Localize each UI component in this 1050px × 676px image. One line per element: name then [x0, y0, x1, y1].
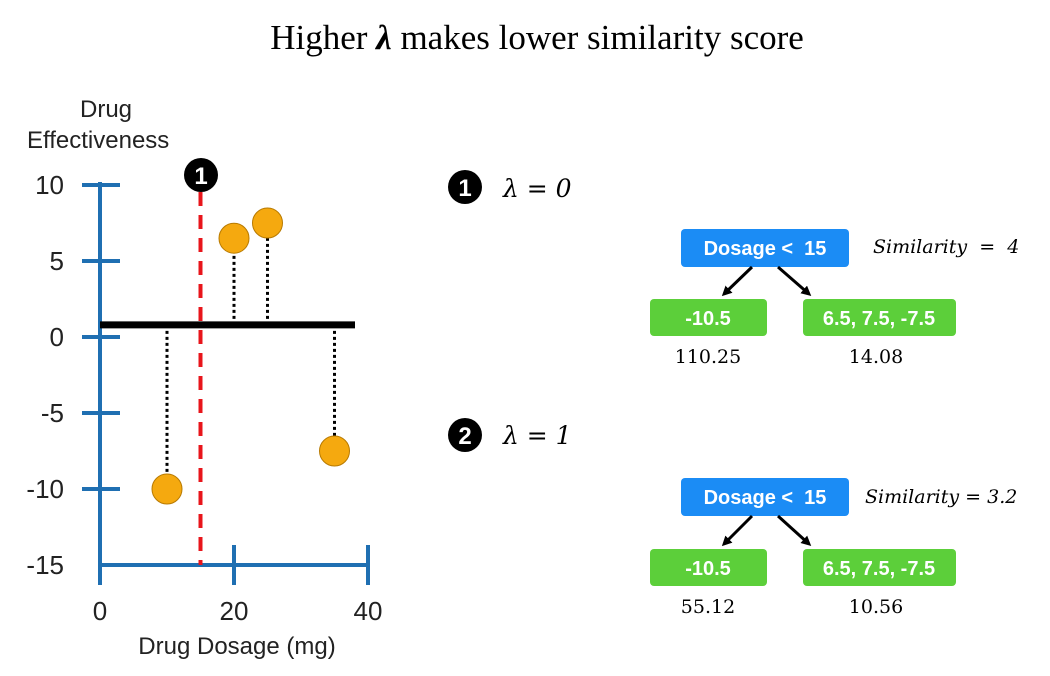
x-tick-label: 0 — [93, 596, 107, 626]
case1-right-score: 14.08 — [849, 346, 903, 368]
split-marker-number: 1 — [194, 163, 207, 190]
y-axis-label-line2: Effectiveness — [27, 127, 169, 154]
case1-right-leaf-label: 6.5, 7.5, -7.5 — [823, 308, 935, 330]
x-tick-label: 40 — [354, 596, 383, 626]
case1-left-arrow — [721, 265, 754, 297]
case1-badge-number: 1 — [458, 175, 471, 202]
case-lambda-1: 2 λ = 1 Dosage < 15 Similarity = 3.2 -10… — [448, 418, 1017, 618]
y-tick-label: 0 — [50, 322, 64, 352]
case2-badge — [448, 418, 482, 452]
case1-left-leaf-label: -10.5 — [685, 308, 731, 330]
case2-split-node — [681, 478, 849, 516]
case-lambda-0: 1 λ = 0 Dosage < 15 Similarity = 4 -10.5… — [448, 170, 1019, 368]
case1-split-node — [681, 229, 849, 267]
case2-right-arrow — [776, 514, 812, 547]
case1-badge — [448, 170, 482, 204]
case2-left-leaf-label: -10.5 — [685, 558, 731, 580]
case1-similarity: Similarity = 4 — [873, 236, 1019, 258]
case1-split-node-label: Dosage < 15 — [704, 238, 827, 260]
y-tick-label: 10 — [35, 170, 64, 200]
case2-badge-number: 2 — [458, 423, 471, 450]
x-axis-label: Drug Dosage (mg) — [138, 633, 335, 660]
case2-left-arrow — [721, 514, 754, 547]
y-tick-label: -5 — [41, 398, 64, 428]
case1-left-score: 110.25 — [675, 346, 741, 368]
data-point — [319, 435, 350, 467]
y-tick-label: -10 — [26, 474, 64, 504]
case2-right-leaf-label: 6.5, 7.5, -7.5 — [823, 558, 935, 580]
case2-lambda: λ = 1 — [502, 421, 572, 450]
case2-right-leaf — [803, 549, 956, 586]
case1-left-leaf — [650, 299, 767, 336]
y-tick-label: 5 — [50, 246, 64, 276]
case2-left-score: 55.12 — [681, 596, 735, 618]
data-point — [252, 207, 283, 239]
page-title: Higher λ makes lower similarity score — [270, 18, 804, 57]
case1-lambda: λ = 0 — [502, 174, 572, 203]
case2-similarity: Similarity = 3.2 — [865, 486, 1017, 508]
x-tick-label: 20 — [220, 596, 249, 626]
y-axis-label-line1: Drug — [80, 96, 132, 123]
split-marker-badge: 1 — [184, 158, 218, 192]
data-point — [151, 473, 183, 505]
case2-left-leaf — [650, 549, 767, 586]
case1-right-arrow — [777, 265, 812, 296]
case2-right-score: 10.56 — [849, 596, 903, 618]
data-point — [218, 222, 250, 254]
y-tick-label: -15 — [26, 550, 64, 580]
title-lambda: λ — [376, 18, 392, 57]
case1-right-leaf — [803, 299, 956, 336]
case2-split-node-label: Dosage < 15 — [704, 487, 827, 509]
